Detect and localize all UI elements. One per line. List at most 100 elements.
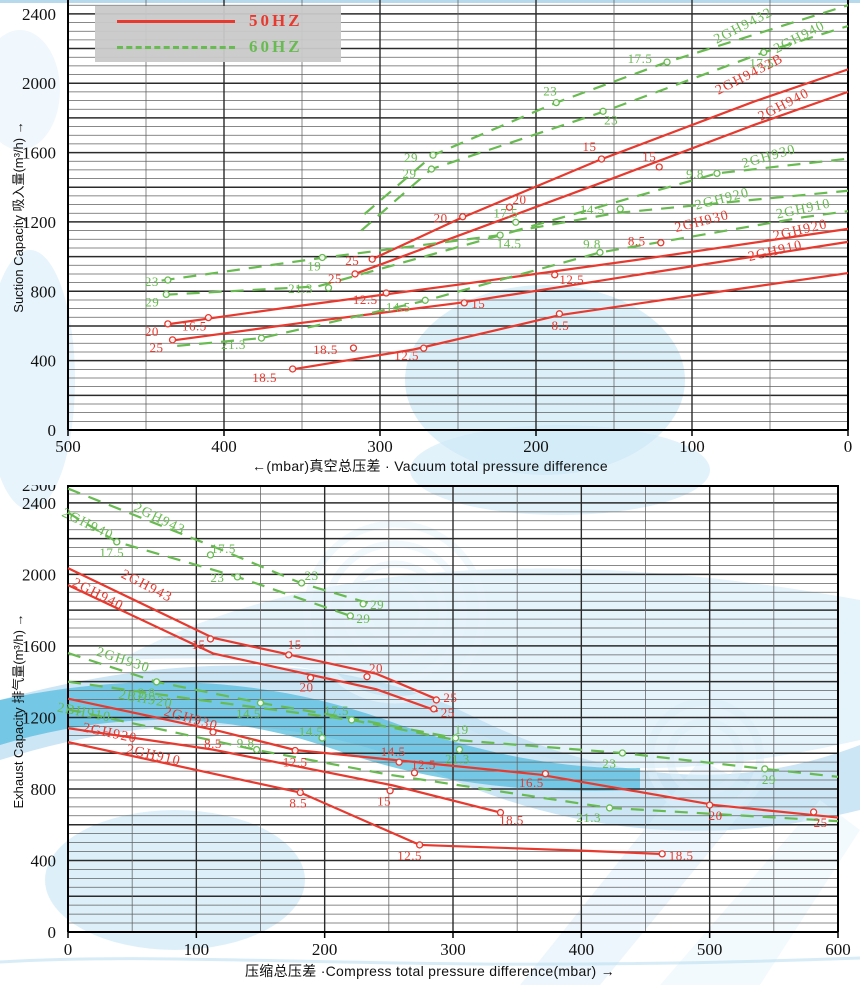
- legend-50hz-line-sample: [117, 19, 235, 23]
- data-point-marker: [164, 320, 172, 328]
- x-tick-label: 600: [825, 940, 851, 959]
- y-tick-label: 0: [48, 421, 57, 440]
- power-value-label: 25: [443, 690, 457, 705]
- power-value-label: 15: [191, 637, 205, 652]
- legend-60hz-label: 60HZ: [249, 37, 303, 56]
- curve-label-2gh9432: 2GH9432: [712, 5, 776, 47]
- curve-label-2gh910: 2GH910: [125, 742, 182, 769]
- power-value-label: 8.5: [628, 234, 646, 249]
- y-tick-label: 800: [31, 282, 57, 301]
- data-point-marker: [257, 334, 266, 342]
- data-point-marker: [368, 255, 376, 263]
- power-value-label: 25: [345, 253, 359, 268]
- power-value-label: 14.5: [497, 236, 522, 251]
- y-tick-label: 2000: [22, 74, 56, 93]
- data-point-marker: [206, 551, 215, 559]
- power-value-label: 12.5: [411, 757, 436, 772]
- curve-2gh920-50hz: [67, 727, 501, 814]
- power-value-label: 29: [402, 166, 416, 181]
- data-point-marker: [596, 248, 604, 257]
- power-value-label: 16.5: [519, 775, 544, 790]
- data-point-marker: [152, 678, 161, 686]
- power-value-label: 20: [369, 661, 383, 676]
- data-point-marker: [451, 734, 460, 742]
- y-tick-label: 1600: [22, 144, 56, 163]
- power-value-label: 21.3: [221, 337, 246, 352]
- curve-layer: 2GH9432GH9402GH9302GH9202GH9102GH9432GH9…: [56, 487, 839, 855]
- curve-label-2gh943: 2GH943: [131, 501, 187, 539]
- data-point-marker: [551, 271, 559, 279]
- data-point-marker: [809, 808, 818, 816]
- data-point-marker: [297, 579, 306, 587]
- grid-layer: [67, 0, 849, 431]
- power-value-label: 8.5: [289, 796, 307, 811]
- power-value-label: 23: [543, 84, 557, 99]
- data-point-marker: [657, 239, 665, 247]
- curve-2gh920-60hz: [164, 189, 849, 296]
- power-value-label: 14.5: [386, 299, 411, 314]
- data-point-marker: [363, 673, 371, 681]
- axis-frame: [67, 0, 849, 436]
- data-point-marker: [206, 635, 215, 643]
- compress-x-axis-title: 压缩总压差 ·Compress total pressure differenc…: [245, 963, 615, 979]
- power-value-label: 29: [145, 294, 159, 309]
- curve-label-2gh940: 2GH940: [772, 18, 828, 57]
- y-tick-label: 1600: [22, 637, 56, 656]
- vacuum-x-axis-title: ←(mbar)真空总压差 · Vacuum total pressure dif…: [252, 458, 608, 474]
- data-point-marker: [410, 769, 419, 777]
- data-point-marker: [496, 808, 505, 817]
- power-value-label: 17.5: [628, 51, 653, 66]
- data-point-marker: [706, 801, 714, 809]
- power-value-label: 20: [300, 680, 314, 695]
- data-point-marker: [168, 336, 177, 344]
- data-point-marker: [555, 310, 564, 318]
- x-tick-label: 0: [844, 437, 853, 456]
- x-tick-label: 400: [211, 437, 237, 456]
- data-point-marker: [552, 98, 560, 107]
- data-point-marker: [655, 163, 663, 171]
- legend-50hz-label: 50HZ: [249, 11, 303, 30]
- x-tick-label: 500: [697, 940, 723, 959]
- power-value-label: 29: [762, 772, 776, 787]
- data-point-marker: [429, 151, 437, 159]
- legend: 50HZ 60HZ: [95, 6, 341, 62]
- power-value-label: 20: [512, 192, 526, 207]
- power-value-label: 8.5: [204, 736, 222, 751]
- data-point-marker: [395, 758, 403, 766]
- curve-2gh940-60hz: [67, 511, 351, 617]
- data-point-marker: [760, 48, 768, 57]
- data-point-marker: [427, 165, 436, 173]
- curve-2gh920-50hz: [170, 240, 849, 342]
- power-value-label: 9.8: [138, 685, 156, 700]
- power-value-label: 17.5: [493, 205, 518, 220]
- data-point-marker: [306, 674, 315, 682]
- data-point-marker: [349, 344, 358, 352]
- power-value-label: 21.3: [576, 810, 601, 825]
- y-tick-label: 2000: [22, 565, 56, 584]
- y-tick-label: 800: [31, 780, 57, 799]
- curve-label-2gh943: 2GH943: [118, 567, 174, 606]
- curve-2gh930-50hz: [67, 697, 839, 819]
- data-point-marker: [616, 205, 624, 213]
- data-point-marker: [164, 276, 172, 284]
- data-point-marker: [599, 107, 607, 115]
- data-point-marker: [204, 313, 213, 322]
- power-value-label: 21.3: [445, 752, 470, 767]
- data-point-marker: [256, 699, 265, 707]
- power-value-label: 20: [434, 211, 448, 226]
- y-tick-label: 0: [48, 923, 57, 942]
- y-tick-label: 1200: [22, 213, 56, 232]
- power-value-label: 8.5: [552, 318, 570, 333]
- x-tick-label: 300: [367, 437, 393, 456]
- power-value-label: 17.5: [211, 541, 236, 556]
- curve-2bh910-60hz: [67, 708, 839, 823]
- data-point-marker: [318, 734, 326, 742]
- power-value-label: 9.8: [686, 166, 704, 181]
- power-value-label: 16.5: [182, 319, 207, 334]
- data-point-marker: [713, 169, 721, 178]
- power-value-label: 18.5: [252, 370, 277, 385]
- curve-2gh940-50hz: [67, 584, 438, 713]
- power-value-label: 23: [305, 568, 319, 583]
- axis-frame: [67, 485, 839, 938]
